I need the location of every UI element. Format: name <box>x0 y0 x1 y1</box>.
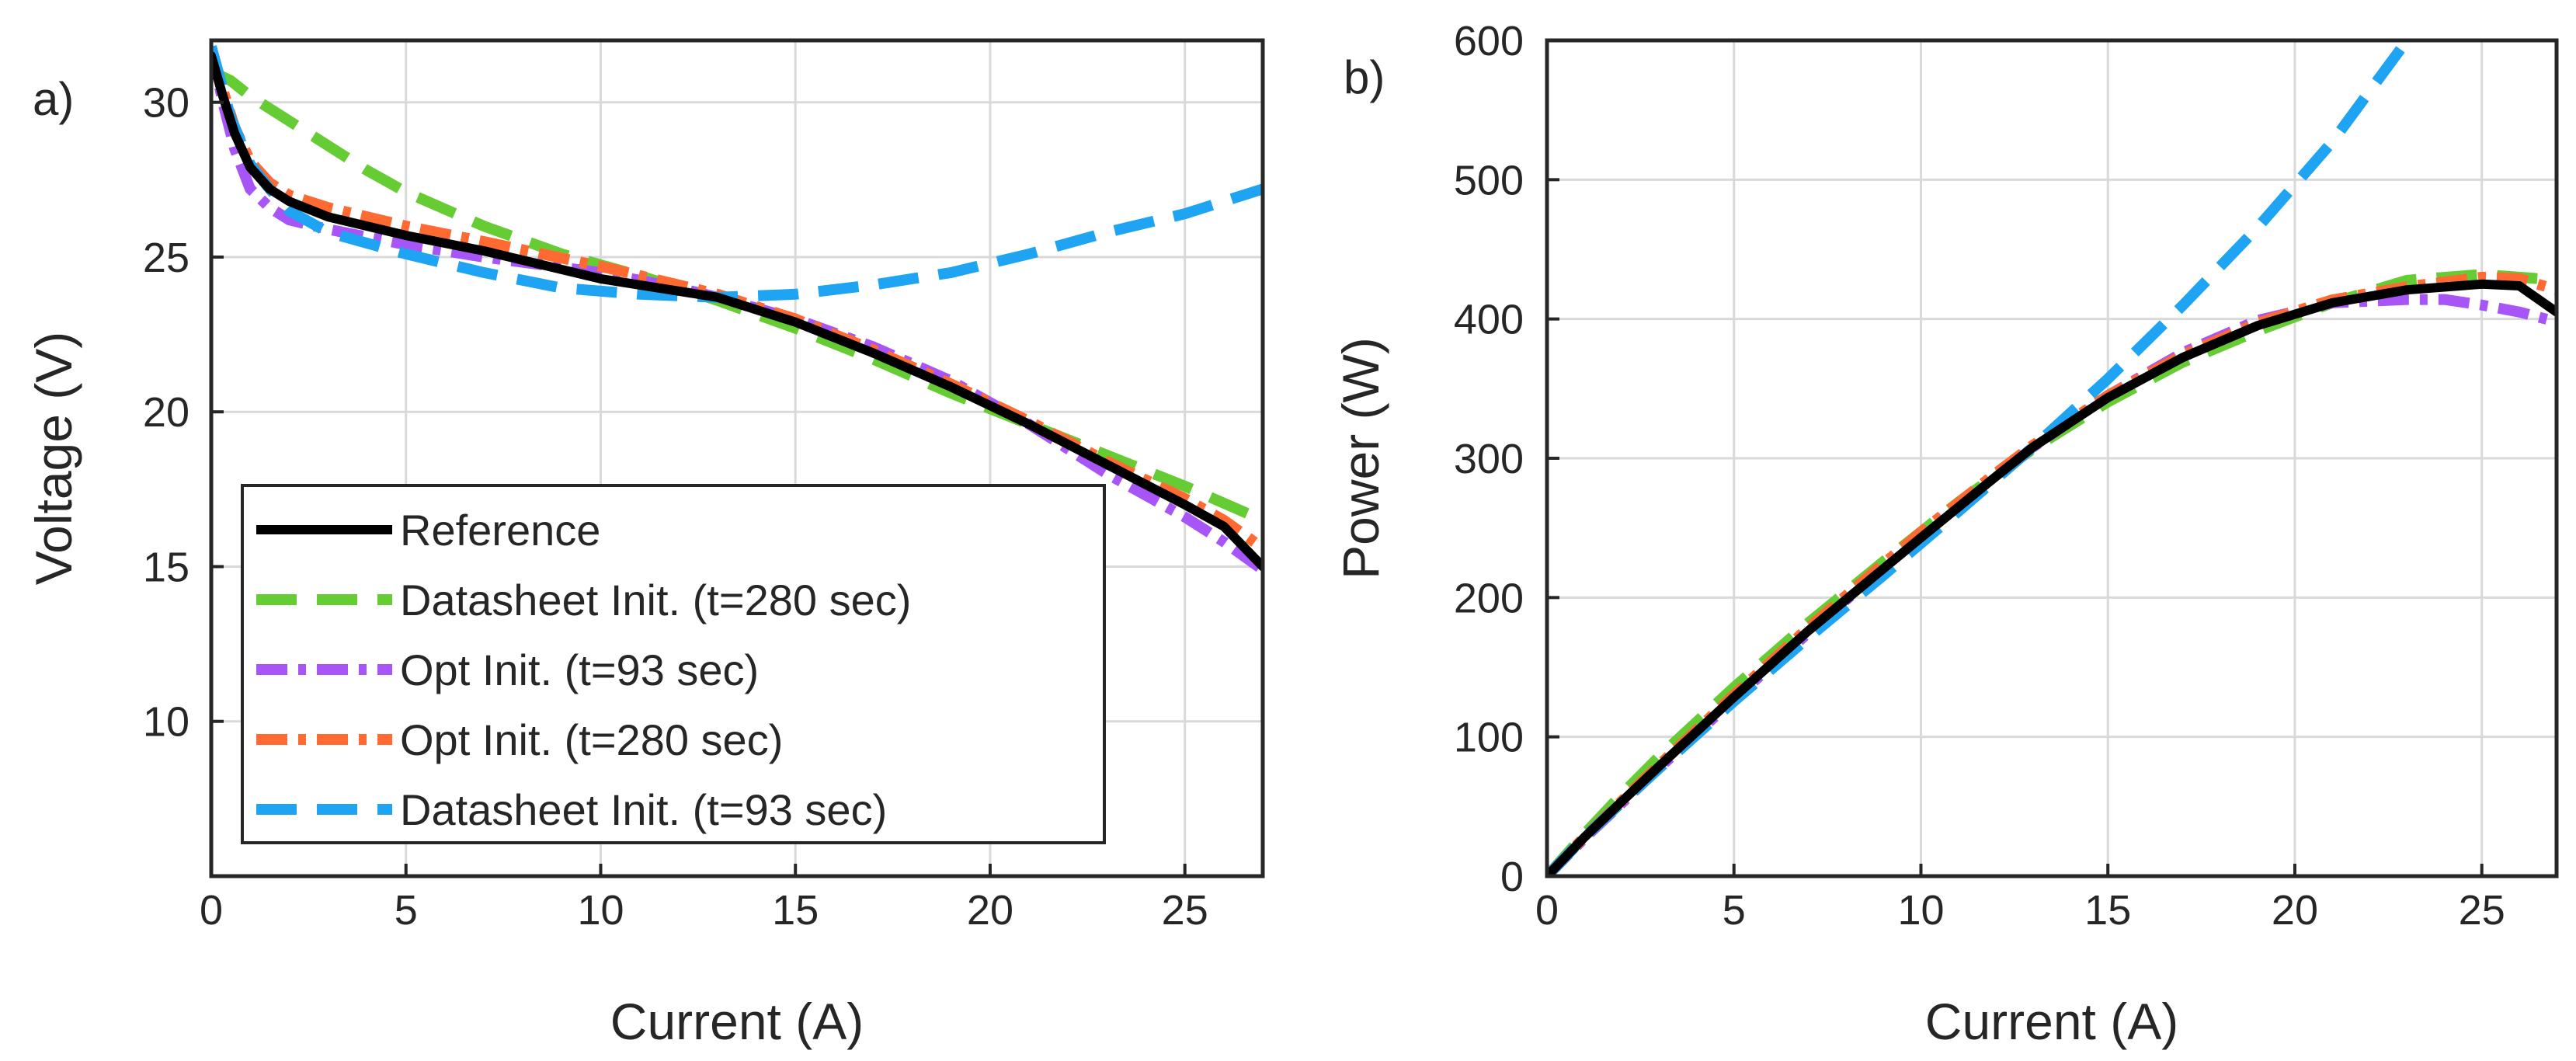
x-tick-label: 15 <box>772 887 819 934</box>
x-tick-label: 10 <box>577 887 624 934</box>
x-tick-label: 20 <box>2272 887 2318 934</box>
legend-entry: Reference <box>400 506 600 555</box>
x-tick-label: 15 <box>2084 887 2131 934</box>
y-tick-label: 10 <box>143 699 189 746</box>
series-line-opt-init-t-280-sec <box>1547 271 2557 876</box>
x-tick-label: 0 <box>200 887 223 934</box>
series-line-datasheet-init-t-280-sec <box>1547 269 2557 876</box>
panel-label: a) <box>33 73 74 125</box>
y-tick-label: 200 <box>1454 575 1524 621</box>
x-axis-label: Current (A) <box>1925 993 2178 1050</box>
x-tick-label: 10 <box>1897 887 1944 934</box>
y-tick-label: 100 <box>1454 715 1524 761</box>
x-tick-label: 20 <box>967 887 1013 934</box>
legend-entry: Datasheet Init. (t=93 sec) <box>400 785 887 834</box>
y-tick-label: 30 <box>143 80 189 127</box>
series-group <box>1547 40 2557 876</box>
panel-b: 0 5 10 15 20 25 0 100 200 300 400 500 600 Current (A)… <box>1332 18 2559 1050</box>
series-line-opt-init-t-93-sec <box>1547 294 2557 876</box>
y-axis-label: Voltage (V) <box>25 332 82 586</box>
axes-frame <box>209 38 1265 878</box>
legend: Reference Datasheet Init. (t=280 sec) Opt … <box>241 484 1106 844</box>
y-tick-label: 25 <box>143 235 189 281</box>
legend-box <box>241 484 1106 844</box>
series-line-reference <box>211 50 1263 572</box>
series-group <box>211 45 1263 575</box>
y-tick-label: 15 <box>143 544 189 590</box>
x-axis-label: Current (A) <box>610 993 864 1050</box>
legend-entry: Datasheet Init. (t=280 sec) <box>400 576 911 624</box>
panel-label: b) <box>1344 51 1385 103</box>
y-tick-label: 600 <box>1454 18 1524 64</box>
panel-a: 0 5 10 15 20 25 10 15 20 25 30 Current (A) Voltage (… <box>25 38 1265 1050</box>
y-axis-label: Power (W) <box>1332 337 1389 579</box>
y-tick-label: 300 <box>1454 436 1524 482</box>
series-line-reference <box>1547 279 2557 876</box>
y-tick-label: 400 <box>1454 297 1524 343</box>
legend-entry: Opt Init. (t=93 sec) <box>400 645 759 694</box>
x-tick-label: 25 <box>2459 887 2505 934</box>
y-tick-label: 0 <box>1500 854 1524 900</box>
legend-entry: Opt Init. (t=280 sec) <box>400 715 783 764</box>
x-tick-label: 5 <box>1723 887 1746 934</box>
x-tick-label: 0 <box>1535 887 1559 934</box>
x-tick-label: 25 <box>1162 887 1208 934</box>
x-tick-label: 5 <box>395 887 418 934</box>
y-tick-label: 20 <box>143 389 189 436</box>
y-tick-label: 500 <box>1454 157 1524 204</box>
